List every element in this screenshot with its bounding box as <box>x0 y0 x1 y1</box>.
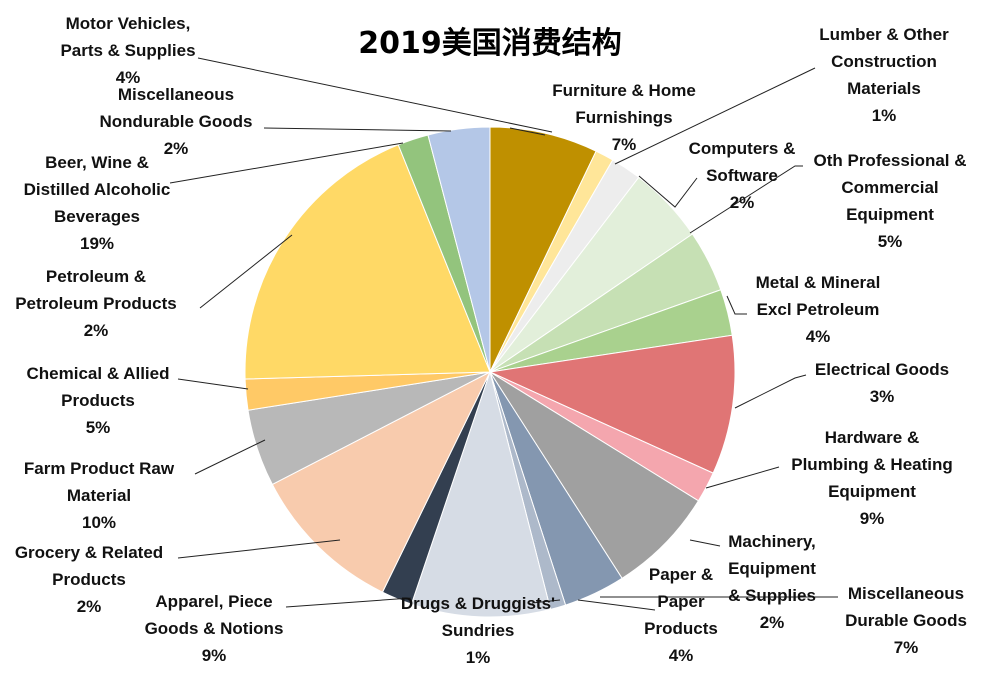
slice-percent: 4% <box>116 68 141 87</box>
slice-label: Lumber & Other Construction Materials 1% <box>819 25 949 125</box>
slice-label-line: Grocery & Related <box>15 543 163 562</box>
slice-label: Apparel, Piece Goods & Notions 9% <box>145 592 284 665</box>
slice-label: Machinery, Equipment & Supplies 2% <box>728 532 816 632</box>
slice-label-line: Paper <box>657 592 705 611</box>
slice-percent: 10% <box>82 513 116 532</box>
slice-label-line: Material <box>67 486 131 505</box>
slice-label: Miscellaneous Durable Goods 7% <box>845 584 967 657</box>
leader-line <box>727 296 747 314</box>
slice-label-line: & Supplies <box>728 586 816 605</box>
slice-percent: 4% <box>669 646 694 665</box>
slice-label-line: Furnishings <box>575 108 672 127</box>
leader-line <box>735 375 806 408</box>
leader-line <box>706 467 779 488</box>
slice-label-line: Parts & Supplies <box>60 41 195 60</box>
slice-label-line: Materials <box>847 79 921 98</box>
slice-label: Drugs & Druggists' Sundries 1% <box>401 594 555 667</box>
chart-title: 2019美国消费结构 <box>358 26 622 61</box>
slice-percent: 1% <box>466 648 491 667</box>
slice-label-line: Equipment <box>846 205 934 224</box>
slice-percent: 2% <box>164 139 189 158</box>
slice-label: Paper & Paper Products 4% <box>644 565 718 665</box>
slice-label-line: Nondurable Goods <box>100 112 253 131</box>
slice-label-line: Hardware & <box>825 428 919 447</box>
slice-label-line: Products <box>52 570 126 589</box>
slice-percent: 2% <box>84 321 109 340</box>
slice-label-line: Software <box>706 166 778 185</box>
slice-percent: 2% <box>730 193 755 212</box>
slice-percent: 2% <box>77 597 102 616</box>
slice-label: Miscellaneous Nondurable Goods 2% <box>100 85 253 158</box>
leader-line <box>178 540 340 558</box>
slice-label: Oth Professional & Commercial Equipment 5% <box>813 151 966 251</box>
slice-label: Petroleum & Petroleum Products 2% <box>15 267 177 340</box>
slice-label-line: Electrical Goods <box>815 360 949 379</box>
slice-label-line: Petroleum & <box>46 267 146 286</box>
slice-label: Chemical & Allied Products 5% <box>27 364 170 437</box>
slice-label: Farm Product Raw Material 10% <box>24 459 175 532</box>
slice-label-line: Durable Goods <box>845 611 967 630</box>
slice-label-line: Furniture & Home <box>552 81 696 100</box>
slice-label-line: Beverages <box>54 207 140 226</box>
slice-percent: 4% <box>806 327 831 346</box>
slice-label-line: Products <box>61 391 135 410</box>
slice-percent: 5% <box>86 418 111 437</box>
slice-label-line: Beer, Wine & <box>45 153 149 172</box>
slice-label-line: Equipment <box>828 482 916 501</box>
slice-percent: 7% <box>894 638 919 657</box>
slice-percent: 7% <box>612 135 637 154</box>
slice-label: Hardware & Plumbing & Heating Equipment 9% <box>791 428 953 528</box>
slice-label: Electrical Goods 3% <box>815 360 949 406</box>
slice-percent: 5% <box>878 232 903 251</box>
slice-percent: 19% <box>80 234 114 253</box>
leader-line <box>690 540 720 546</box>
slice-label-line: Oth Professional & <box>813 151 966 170</box>
slice-label-line: Products <box>644 619 718 638</box>
slice-label-line: Goods & Notions <box>145 619 284 638</box>
slice-label: Beer, Wine & Distilled Alcoholic Beverages… <box>24 153 171 253</box>
slice-label-line: Excl Petroleum <box>757 300 880 319</box>
slice-label-line: Distilled Alcoholic <box>24 180 171 199</box>
slice-label-line: Chemical & Allied <box>27 364 170 383</box>
slice-label-line: Plumbing & Heating <box>791 455 953 474</box>
slice-label-line: Lumber & Other <box>819 25 949 44</box>
pie-slices <box>245 127 735 617</box>
slice-label-line: Farm Product Raw <box>24 459 175 478</box>
leader-line <box>578 600 655 610</box>
slice-percent: 3% <box>870 387 895 406</box>
slice-percent: 9% <box>860 509 885 528</box>
slice-label-line: Machinery, <box>728 532 816 551</box>
slice-label-line: Metal & Mineral <box>756 273 881 292</box>
slice-label: Grocery & Related Products 2% <box>15 543 163 616</box>
slice-label-line: Motor Vehicles, <box>66 14 191 33</box>
slice-label-line: Apparel, Piece <box>155 592 272 611</box>
slice-label-line: Drugs & Druggists' <box>401 594 555 613</box>
slice-percent: 2% <box>760 613 785 632</box>
slice-label: Metal & Mineral Excl Petroleum 4% <box>756 273 881 346</box>
slice-label-line: Construction <box>831 52 937 71</box>
slice-label-line: Miscellaneous <box>118 85 234 104</box>
slice-percent: 9% <box>202 646 227 665</box>
slice-label-line: Commercial <box>841 178 938 197</box>
slice-label-line: Paper & <box>649 565 713 584</box>
leader-line <box>178 379 248 389</box>
slice-label: Motor Vehicles, Parts & Supplies 4% <box>60 14 195 87</box>
slice-label-line: Petroleum Products <box>15 294 177 313</box>
slice-label-line: Equipment <box>728 559 816 578</box>
leader-line <box>286 598 411 607</box>
slice-label-line: Sundries <box>442 621 515 640</box>
leader-line <box>195 440 265 474</box>
leader-line <box>264 128 451 131</box>
slice-percent: 1% <box>872 106 897 125</box>
slice-label-line: Miscellaneous <box>848 584 964 603</box>
slice-label-line: Computers & <box>689 139 796 158</box>
